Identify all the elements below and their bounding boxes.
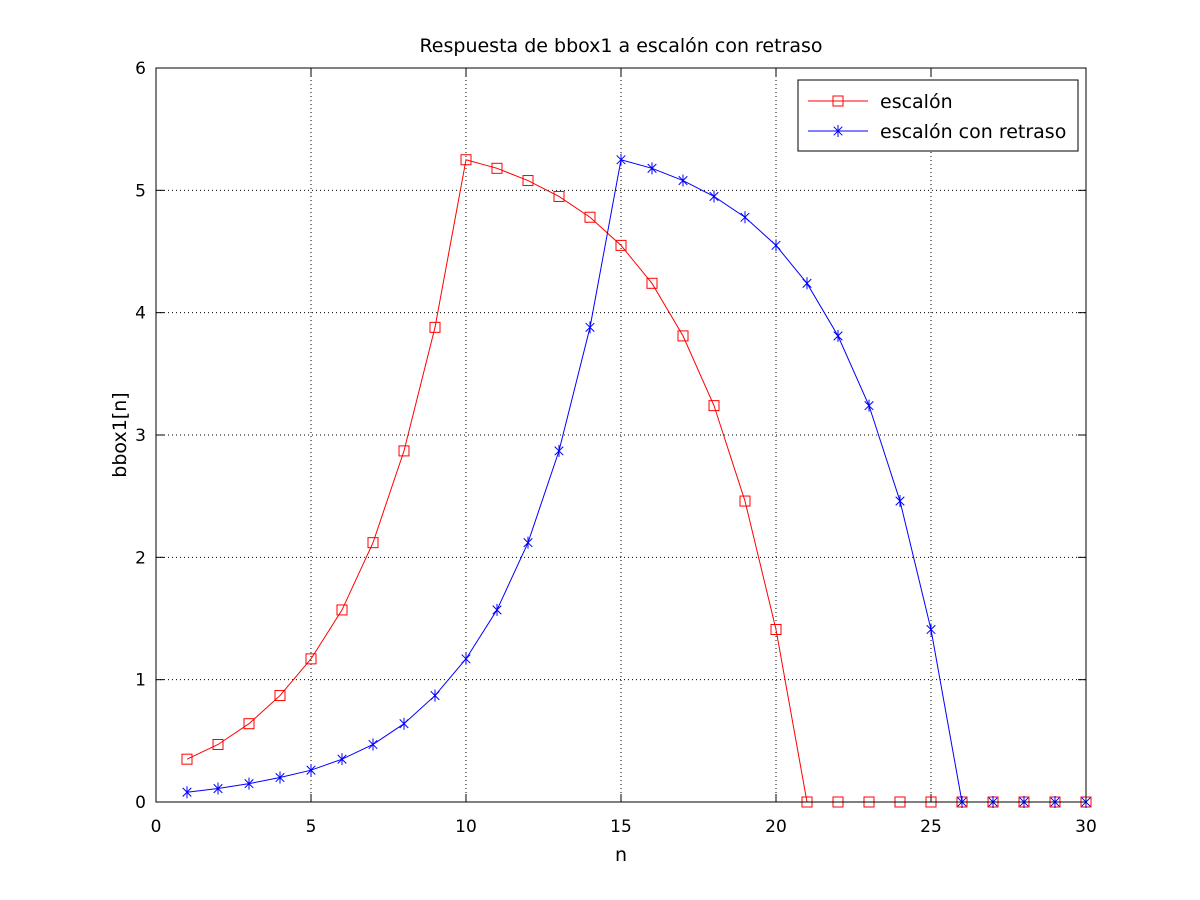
x-tick-label: 25	[920, 817, 942, 837]
legend-marker-escalon	[832, 95, 844, 107]
data-point	[336, 604, 348, 616]
data-point	[429, 321, 441, 333]
y-tick-label: 0	[135, 793, 146, 813]
data-point	[770, 624, 782, 636]
y-axis-label: bbox1[n]	[109, 392, 131, 477]
data-point	[182, 786, 192, 799]
y-tick-label: 1	[135, 671, 146, 691]
data-point	[864, 399, 874, 412]
data-point	[584, 211, 596, 223]
data-point	[430, 689, 440, 702]
asterisk-glyph	[833, 125, 843, 137]
data-point	[678, 174, 688, 187]
data-point	[647, 162, 657, 175]
data-point	[739, 495, 751, 507]
data-point	[181, 753, 193, 765]
data-point	[368, 738, 378, 751]
data-point	[367, 537, 379, 549]
legend-label-escalon-con-retraso: escalón con retraso	[880, 121, 1066, 143]
data-point	[833, 329, 843, 342]
x-tick-label: 15	[610, 817, 632, 837]
tick-labels: 0 5 10 15 20 25 30 0 1 2 3 4 5 6	[135, 59, 1097, 837]
data-point	[522, 175, 534, 187]
data-point	[492, 603, 502, 616]
data-point	[553, 190, 565, 202]
x-tick-label: 30	[1075, 817, 1097, 837]
data-point	[491, 162, 503, 174]
y-tick-label: 2	[135, 548, 146, 568]
data-point	[708, 400, 720, 412]
chart-title: Respuesta de bbox1 a escalón con retraso	[419, 35, 822, 57]
data-point	[306, 764, 316, 777]
data-point	[615, 239, 627, 251]
data-point	[337, 753, 347, 766]
data-point	[771, 239, 781, 252]
legend-box	[797, 79, 1079, 152]
data-point	[523, 536, 533, 549]
data-point	[616, 153, 626, 166]
data-point	[740, 211, 750, 224]
data-point	[646, 277, 658, 289]
series-line-escalon-con-retraso	[186, 159, 1086, 803]
x-tick-label: 10	[455, 817, 477, 837]
data-point	[709, 190, 719, 203]
x-tick-label: 0	[151, 817, 162, 837]
legend-marker-escalon-con-retraso	[833, 125, 843, 137]
data-point	[274, 690, 286, 702]
legend: escalón escalón con retraso	[797, 79, 1079, 152]
data-point	[895, 495, 905, 508]
data-point	[554, 444, 564, 457]
y-tick-label: 5	[135, 181, 146, 201]
data-point	[460, 154, 472, 166]
data-point	[275, 771, 285, 784]
data-point	[926, 623, 936, 636]
grid-lines	[156, 68, 1086, 802]
x-tick-label: 20	[765, 817, 787, 837]
x-tick-label: 5	[306, 817, 317, 837]
y-tick-label: 4	[135, 304, 146, 324]
data-point	[213, 782, 223, 795]
data-point	[802, 277, 812, 290]
data-point	[399, 717, 409, 730]
data-point	[243, 718, 255, 730]
y-tick-label: 6	[135, 59, 146, 79]
plot-frame	[155, 67, 1087, 803]
data-point	[212, 739, 224, 751]
data-point	[585, 321, 595, 334]
y-tick-label: 3	[135, 426, 146, 446]
data-point	[305, 653, 317, 665]
x-axis-label: n	[615, 844, 627, 866]
legend-label-escalon: escalón	[880, 91, 953, 113]
data-point	[677, 330, 689, 342]
data-point	[244, 777, 254, 790]
series-escalon-con-retraso	[182, 153, 1091, 808]
data-point	[398, 445, 410, 457]
data-point	[461, 652, 471, 665]
